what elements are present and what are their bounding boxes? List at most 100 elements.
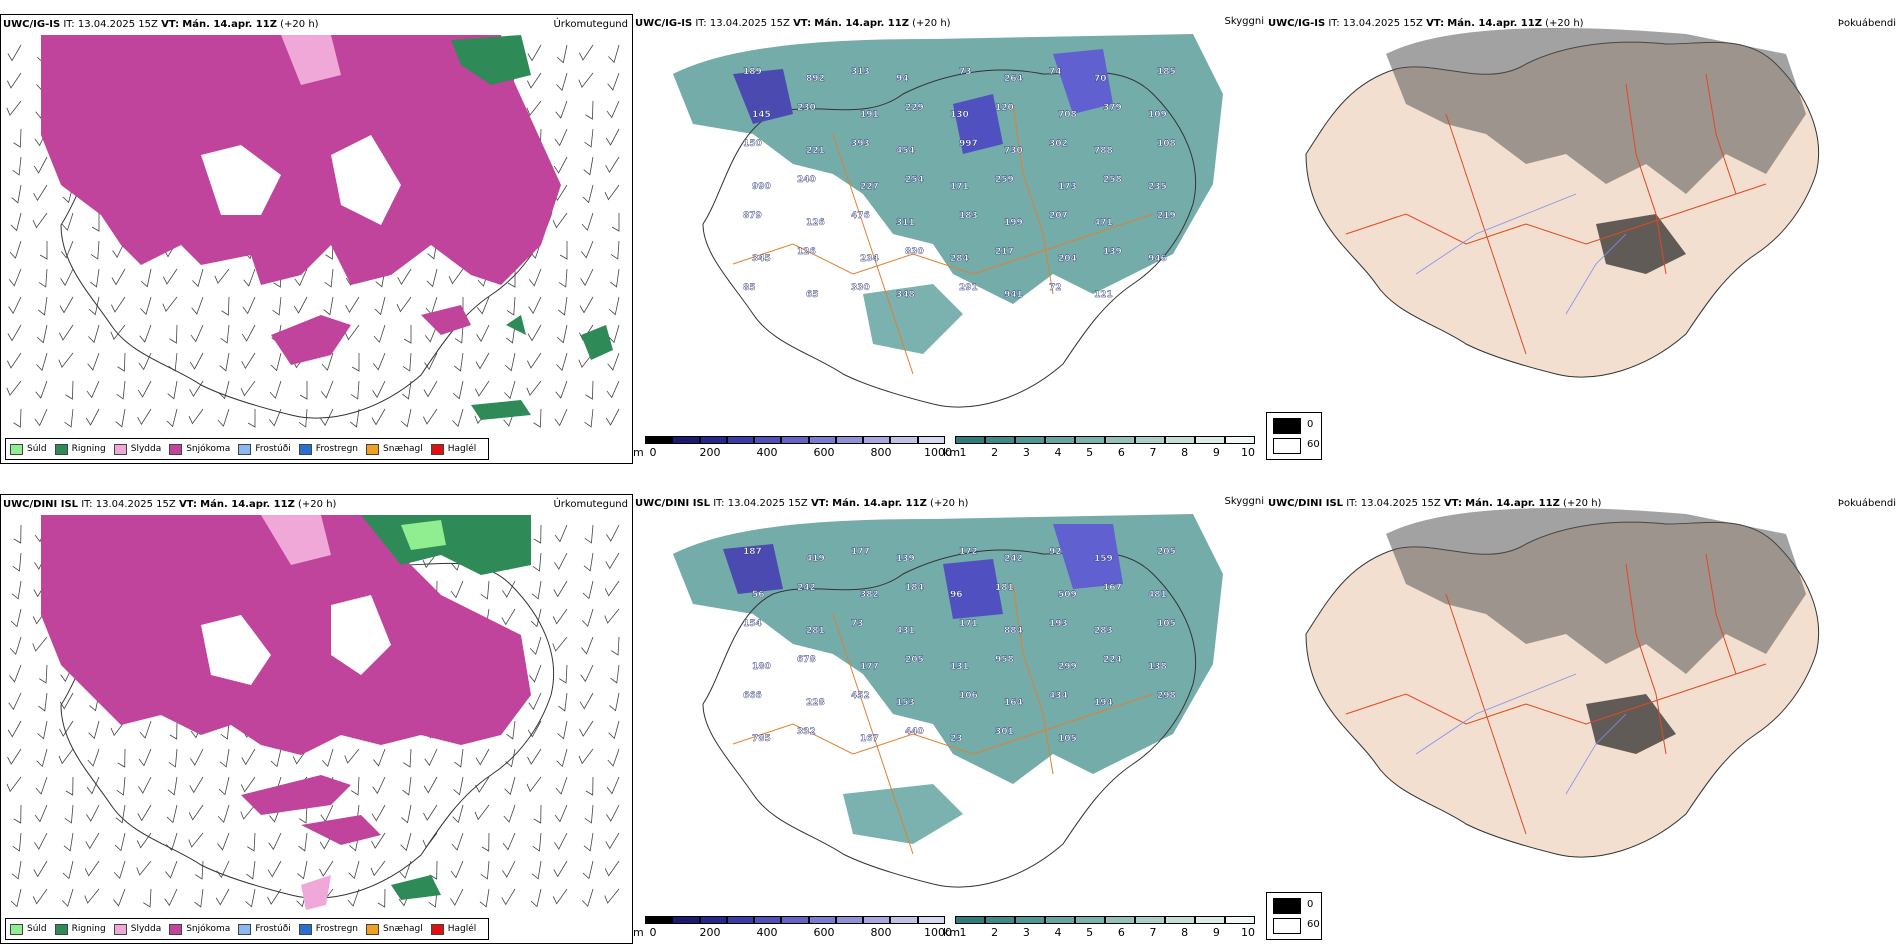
summit-label: 242 [797,583,816,593]
height-colorbar: m 0 200 400 600 800 1000 [633,916,953,939]
summit-label: 139 [1103,247,1122,257]
summit-label: 207 [1049,211,1068,221]
wind-barb [89,268,100,288]
wind-barb [611,636,620,656]
wind-barb [86,776,100,795]
wind-barb [59,720,74,737]
summit-label: 205 [905,655,924,665]
summit-label: 235 [1148,182,1167,192]
summit-label: 181 [995,583,1014,593]
summit-label: 431 [896,626,915,636]
wind-barb [452,804,464,824]
panel-title: Skyggni [1224,16,1264,27]
wind-barb [65,380,74,400]
legend-item: Snæhagl [366,443,423,455]
colorbar-tick: 1 [959,926,967,939]
wind-barb [530,888,542,908]
clear-area [201,145,281,215]
wind-barb [219,352,230,372]
wind-barb [241,352,256,370]
legend-item: Frostregn [298,923,358,935]
colorbar-tick: 5 [1086,446,1094,459]
colorbar-segment [890,436,918,444]
summit-label: 191 [860,110,879,120]
summit-label: 313 [851,67,870,77]
wind-barb [11,580,22,600]
iceland-outline [702,549,1197,888]
wind-barb [117,352,126,372]
summit-label: 454 [896,146,915,156]
summit-label: 154 [743,619,762,629]
wind-barb [60,268,74,286]
clear-area [201,615,271,685]
wind-barb [502,832,516,851]
wind-barb [138,748,152,767]
wind-barb [36,748,48,768]
summit-label: 167 [860,734,879,744]
colorbar-segment [1135,916,1165,924]
wind-barb [138,776,152,794]
wind-barb [12,832,22,852]
wind-barb [163,268,178,285]
precip-legend: Súld Rigning Slydda Snjókoma Frostúði Fr… [5,918,490,940]
summit-label: 109 [1148,110,1167,120]
wind-barb [139,324,152,343]
summit-label: 108 [1157,139,1176,149]
colorbar-unit: km [943,926,961,939]
precip-legend: Súld Rigning Slydda Snjókoma Frostúði Fr… [5,438,490,460]
summit-label: 892 [806,74,825,84]
wind-barb [502,860,516,878]
wind-barb [403,325,412,344]
wind-barb [528,692,542,711]
wind-barb [450,888,464,906]
wind-barb [529,636,542,655]
colorbar-segment [1195,436,1225,444]
wind-barb [454,748,464,768]
summit-label: 199 [1004,218,1023,228]
summit-label: 434 [1049,691,1068,701]
wind-barb [323,296,334,316]
wind-barb [532,552,542,572]
summit-label: 240 [797,175,816,185]
summit-label: 301 [995,727,1014,737]
wind-barb [526,380,542,396]
legend-swatch [298,443,312,455]
wind-barb [506,720,516,740]
summit-label: 73 [959,67,972,77]
wind-barb [555,776,568,795]
colorbar-segment [1225,916,1255,924]
wind-barb [611,213,620,232]
summit-label: 941 [1004,290,1023,300]
wind-barb [582,184,594,204]
fog-area [1586,694,1676,754]
wind-barb [553,860,568,878]
clear-area [331,135,401,225]
fog-legend: 0 60 [1266,412,1322,460]
colorbar-segment [863,916,891,924]
summit-label: 23 [950,734,963,744]
wind-barb [608,324,620,344]
legend-swatch [54,923,68,935]
summit-label: 224 [1103,655,1122,665]
wind-barb [554,128,568,147]
legend-swatch [238,923,252,935]
colorbar-tick: 600 [813,446,835,459]
wind-barb [556,44,568,64]
summit-label: 180 [752,662,771,672]
wind-barb [190,324,204,343]
wind-barb [115,804,126,824]
colorbar-tick: 6 [1117,926,1125,939]
wind-barb [268,408,282,427]
wind-barb [220,720,230,740]
wind-barb [475,776,490,793]
wind-barb [7,720,22,738]
wind-barb [606,380,620,399]
wind-barb [584,524,594,544]
wind-barb [580,664,594,683]
wind-barb [293,296,308,314]
wind-barb [475,748,490,766]
colorbar-segment [808,916,836,924]
wind-barb [299,804,308,824]
wind-barb [167,776,178,796]
legend-swatch [366,923,380,935]
